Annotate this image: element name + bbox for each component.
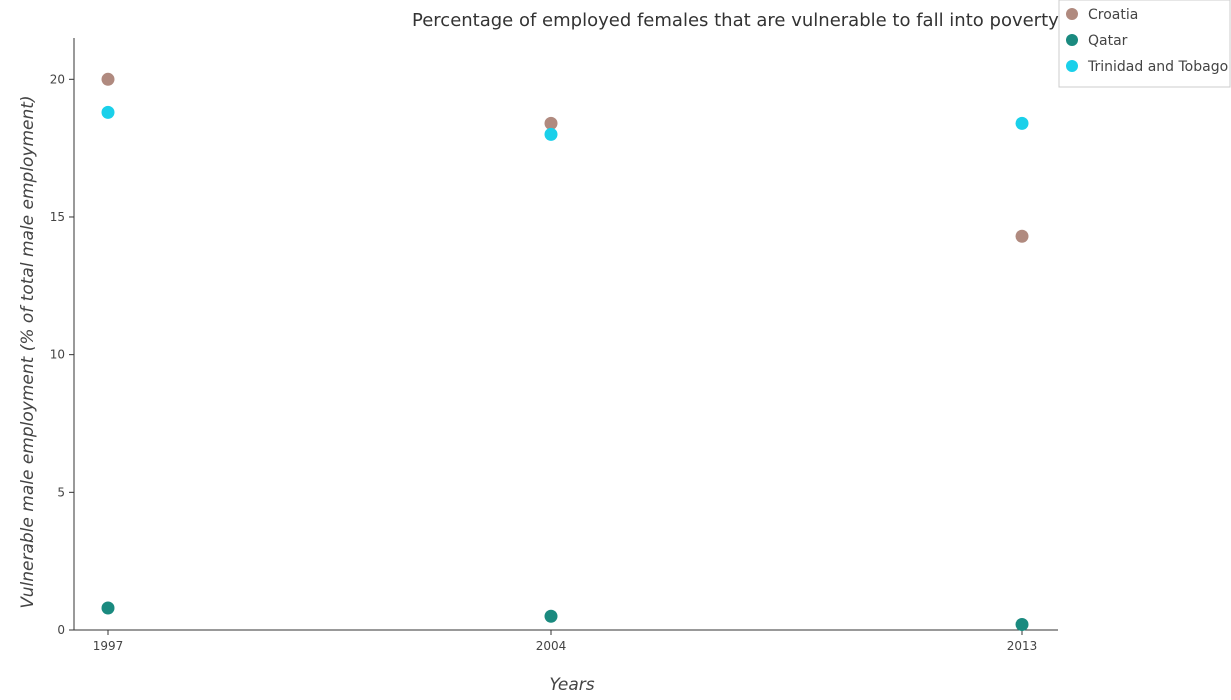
- point-croatia: [101, 72, 115, 86]
- x-tick-label: 2004: [536, 639, 567, 653]
- legend-label-trinidad-and-tobago: Trinidad and Tobago: [1087, 59, 1228, 75]
- point-qatar: [544, 609, 558, 623]
- point-trinidad-and-tobago: [101, 105, 115, 119]
- legend: Croatia Qatar Trinidad and Tobago: [1058, 0, 1231, 88]
- y-tick-label: 5: [57, 485, 65, 499]
- point-qatar: [1015, 617, 1029, 631]
- y-tick-label: 15: [50, 210, 65, 224]
- x-tick-label: 1997: [93, 639, 124, 653]
- x-axis-label: Years: [549, 675, 594, 695]
- legend-marker-trinidad-and-tobago: [1066, 60, 1078, 72]
- y-axis-label: Vulnerable male employment (% of total m…: [18, 95, 38, 608]
- y-tick-label: 10: [50, 348, 65, 362]
- point-trinidad-and-tobago: [1015, 116, 1029, 130]
- y-tick-label: 0: [57, 623, 65, 637]
- point-croatia: [544, 116, 558, 130]
- legend-label-qatar: Qatar: [1088, 33, 1128, 49]
- legend-label-croatia: Croatia: [1088, 7, 1138, 23]
- y-tick-label: 20: [50, 72, 65, 86]
- legend-box: [1058, 0, 1231, 88]
- legend-marker-croatia: [1066, 8, 1078, 20]
- legend-marker-qatar: [1066, 34, 1078, 46]
- x-tick-label: 2013: [1007, 639, 1038, 653]
- chart-title: Percentage of employed females that are …: [412, 10, 1059, 31]
- data-points: [101, 72, 1029, 631]
- point-qatar: [101, 601, 115, 615]
- point-croatia: [1015, 229, 1029, 243]
- axes: 0 5 10 15 20 1997 2004 2013: [50, 38, 1058, 653]
- point-trinidad-and-tobago: [544, 127, 558, 141]
